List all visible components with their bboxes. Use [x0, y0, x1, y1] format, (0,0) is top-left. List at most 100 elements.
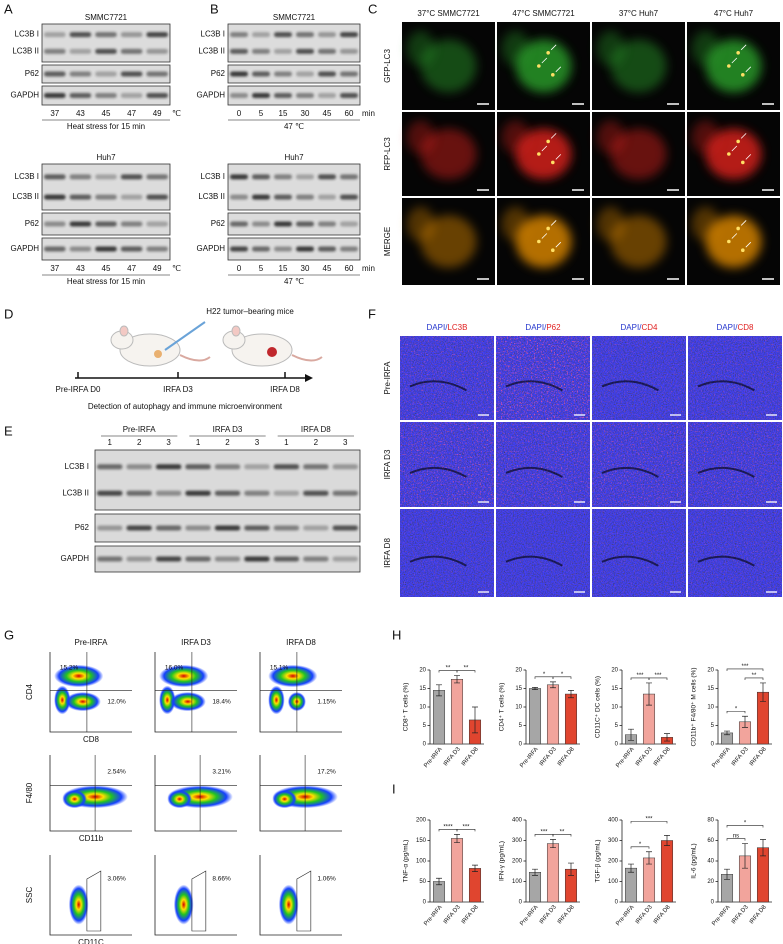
bar [546, 843, 560, 903]
band [230, 71, 248, 77]
x-tick-label: IRFA D8 [461, 746, 480, 767]
y-axis-label: CD11C⁺ DC cells (%) [595, 676, 602, 738]
band [252, 194, 270, 200]
x-tick-label: IRFA D8 [653, 746, 672, 767]
lane-unit: ℃ [172, 264, 181, 273]
band [303, 490, 329, 496]
band [230, 93, 248, 98]
band [69, 194, 92, 200]
band [244, 556, 270, 562]
band [340, 93, 358, 98]
arrow [555, 66, 562, 73]
lane-label: 3 [255, 438, 260, 447]
density-blob [268, 685, 285, 715]
y-tick-label: 150 [416, 838, 427, 844]
band-label: GAPDH [197, 244, 226, 253]
lane-label: 49 [153, 109, 162, 118]
significance-label: * [744, 821, 747, 827]
y-tick-label: 15 [611, 686, 618, 692]
significance-label: * [735, 706, 738, 712]
band [214, 525, 241, 531]
band [185, 525, 211, 531]
density-blob [159, 664, 209, 688]
marker-signal [496, 336, 590, 420]
band [69, 48, 92, 54]
bar [660, 840, 674, 903]
significance-bracket [630, 846, 650, 849]
band [274, 246, 292, 252]
band [44, 71, 66, 77]
lane-label: 15 [279, 109, 288, 118]
gate-percentage: 1.15% [317, 698, 336, 705]
stain-dapi: DAPI/ [427, 323, 449, 332]
lane-label: 15 [279, 264, 288, 273]
panel-letter: G [4, 627, 14, 642]
bar [564, 693, 578, 745]
arrow [731, 57, 738, 64]
band [296, 174, 314, 180]
y-tick-label: 0 [615, 742, 619, 748]
band-label: LC3B I [15, 30, 39, 39]
cell [610, 39, 667, 93]
lane-label: 37 [50, 264, 59, 273]
image-row-label: MERGE [383, 227, 392, 256]
significance-bracket [456, 670, 476, 673]
blot-box [227, 237, 361, 261]
band [44, 194, 66, 200]
band [252, 221, 270, 227]
error-bar [628, 863, 634, 873]
stain-marker: CD4 [641, 323, 658, 332]
significance-label: * [543, 672, 546, 678]
band [318, 48, 336, 54]
lane-label: 45 [323, 264, 332, 273]
band [303, 525, 329, 531]
flow-axes [49, 652, 132, 733]
flow-column-header: IRFA D8 [286, 638, 316, 647]
density-blob [159, 685, 176, 715]
band [214, 490, 241, 496]
panel-letter: D [4, 306, 13, 321]
band-label: GAPDH [11, 91, 40, 100]
band-label: LC3B I [201, 30, 225, 39]
mouse-illustration [75, 321, 323, 382]
y-tick-label: 5 [519, 723, 523, 729]
band-label: LC3B II [12, 192, 39, 201]
band [146, 32, 168, 38]
band [95, 32, 117, 38]
lane-label: 1 [107, 438, 112, 447]
marker-signal [400, 422, 494, 507]
band [274, 174, 292, 180]
timeline-arrow [305, 374, 313, 382]
band [274, 32, 292, 38]
density-blob [62, 789, 87, 809]
band [120, 48, 143, 54]
band [44, 48, 66, 54]
significance-bracket [726, 838, 746, 841]
arrow [550, 133, 557, 139]
arrow [740, 220, 747, 226]
error-bar [472, 706, 478, 734]
band [303, 464, 329, 470]
flow-column-header: Pre-IRFA [75, 638, 109, 647]
lane-label: 49 [153, 264, 162, 273]
arrow [541, 57, 548, 64]
significance-label: *** [540, 830, 548, 836]
gate-percentage: 3.06% [107, 876, 126, 883]
puncta [727, 239, 731, 244]
lane-label: 2 [314, 438, 319, 447]
y-tick-label: 400 [608, 818, 619, 824]
band [340, 48, 358, 54]
band [244, 464, 270, 470]
panel-letter: E [4, 423, 13, 438]
puncta [537, 239, 541, 244]
x-tick-label: Pre-IRFA [615, 746, 635, 769]
lane-label: 5 [259, 264, 264, 273]
lane-label: 1 [196, 438, 201, 447]
cell [596, 120, 625, 154]
arrow [541, 233, 548, 239]
y-tick-label: 20 [707, 668, 714, 674]
band [146, 194, 168, 200]
